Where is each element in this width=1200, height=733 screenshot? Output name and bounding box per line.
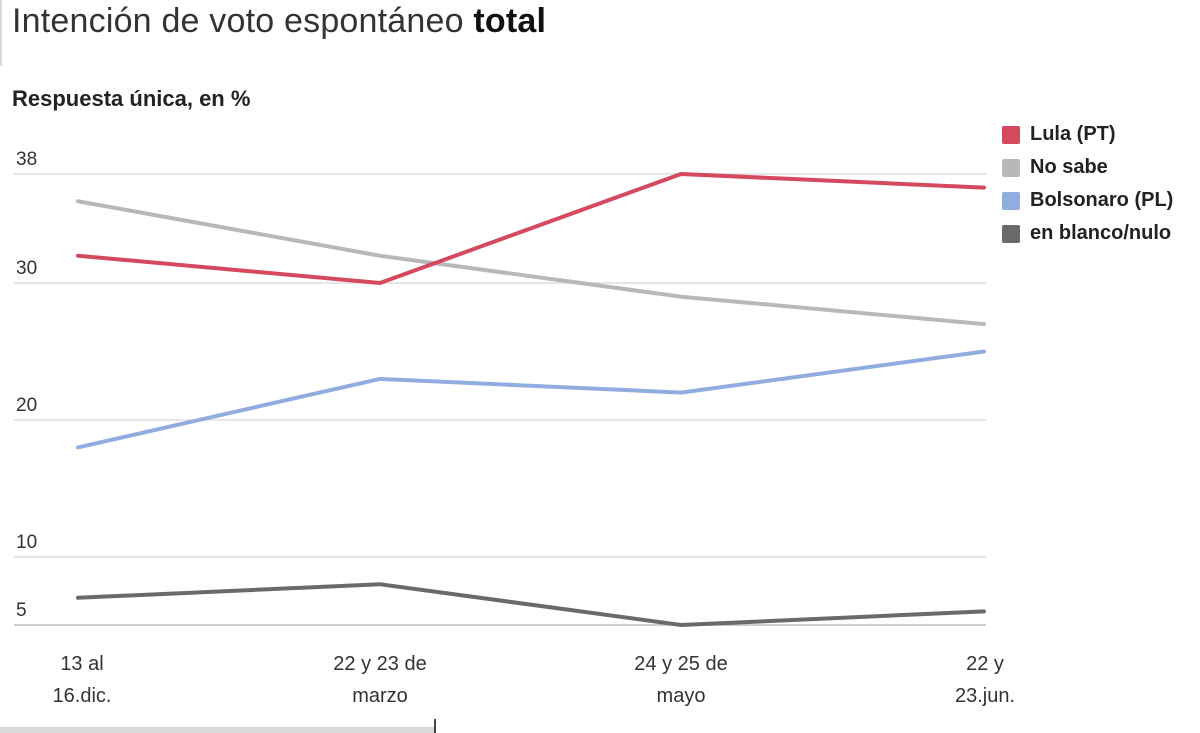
- legend-swatch: [1002, 125, 1020, 144]
- x-tick-label: 23.jun.: [955, 685, 1015, 707]
- series-line-lula-pt: [76, 172, 986, 285]
- legend-swatch: [1002, 158, 1020, 177]
- y-tick-label: 10: [16, 532, 37, 553]
- bottom-bar: [0, 727, 434, 733]
- x-tick-label: 22 y 23 de: [333, 653, 426, 675]
- title-bold: total: [473, 2, 547, 40]
- x-tick-label: 22 y: [966, 653, 1004, 675]
- legend-item: en blanco/nulo: [1002, 217, 1173, 250]
- legend-label: Bolsonaro (PL): [1030, 189, 1174, 211]
- x-tick-label: marzo: [352, 685, 408, 707]
- chart-title: Intención de voto espontáneo total: [12, 2, 546, 41]
- legend-swatch: [1002, 191, 1020, 210]
- x-tick-label: 16.dic.: [53, 685, 112, 707]
- series-line-bolsonaro-pl: [76, 349, 986, 450]
- left-divider: [0, 0, 2, 66]
- legend-label: No sabe: [1030, 156, 1108, 178]
- y-tick-label: 30: [16, 258, 37, 279]
- x-tick-label: mayo: [657, 685, 706, 707]
- legend-item: No sabe: [1002, 151, 1173, 184]
- legend-item: Bolsonaro (PL): [1002, 184, 1173, 217]
- bottom-tick: [434, 719, 436, 733]
- legend-item: Lula (PT): [1002, 118, 1173, 151]
- y-tick-label: 38: [16, 149, 37, 170]
- y-tick-label: 5: [16, 600, 27, 621]
- x-tick-label: 13 al: [60, 653, 103, 675]
- chart-subtitle: Respuesta única, en %: [12, 86, 251, 111]
- legend-label: Lula (PT): [1030, 123, 1116, 145]
- series-line-no-sabe: [76, 199, 986, 327]
- x-tick-label: 24 y 25 de: [634, 653, 727, 675]
- y-tick-label: 20: [16, 395, 37, 416]
- title-regular: Intención de voto espontáneo: [12, 2, 464, 40]
- chart-legend: Lula (PT) No sabe Bolsonaro (PL) en blanco/…: [1002, 118, 1173, 250]
- series-line-en-blanco-nulo: [76, 582, 986, 627]
- legend-label: en blanco/nulo: [1030, 222, 1172, 244]
- legend-swatch: [1002, 224, 1020, 243]
